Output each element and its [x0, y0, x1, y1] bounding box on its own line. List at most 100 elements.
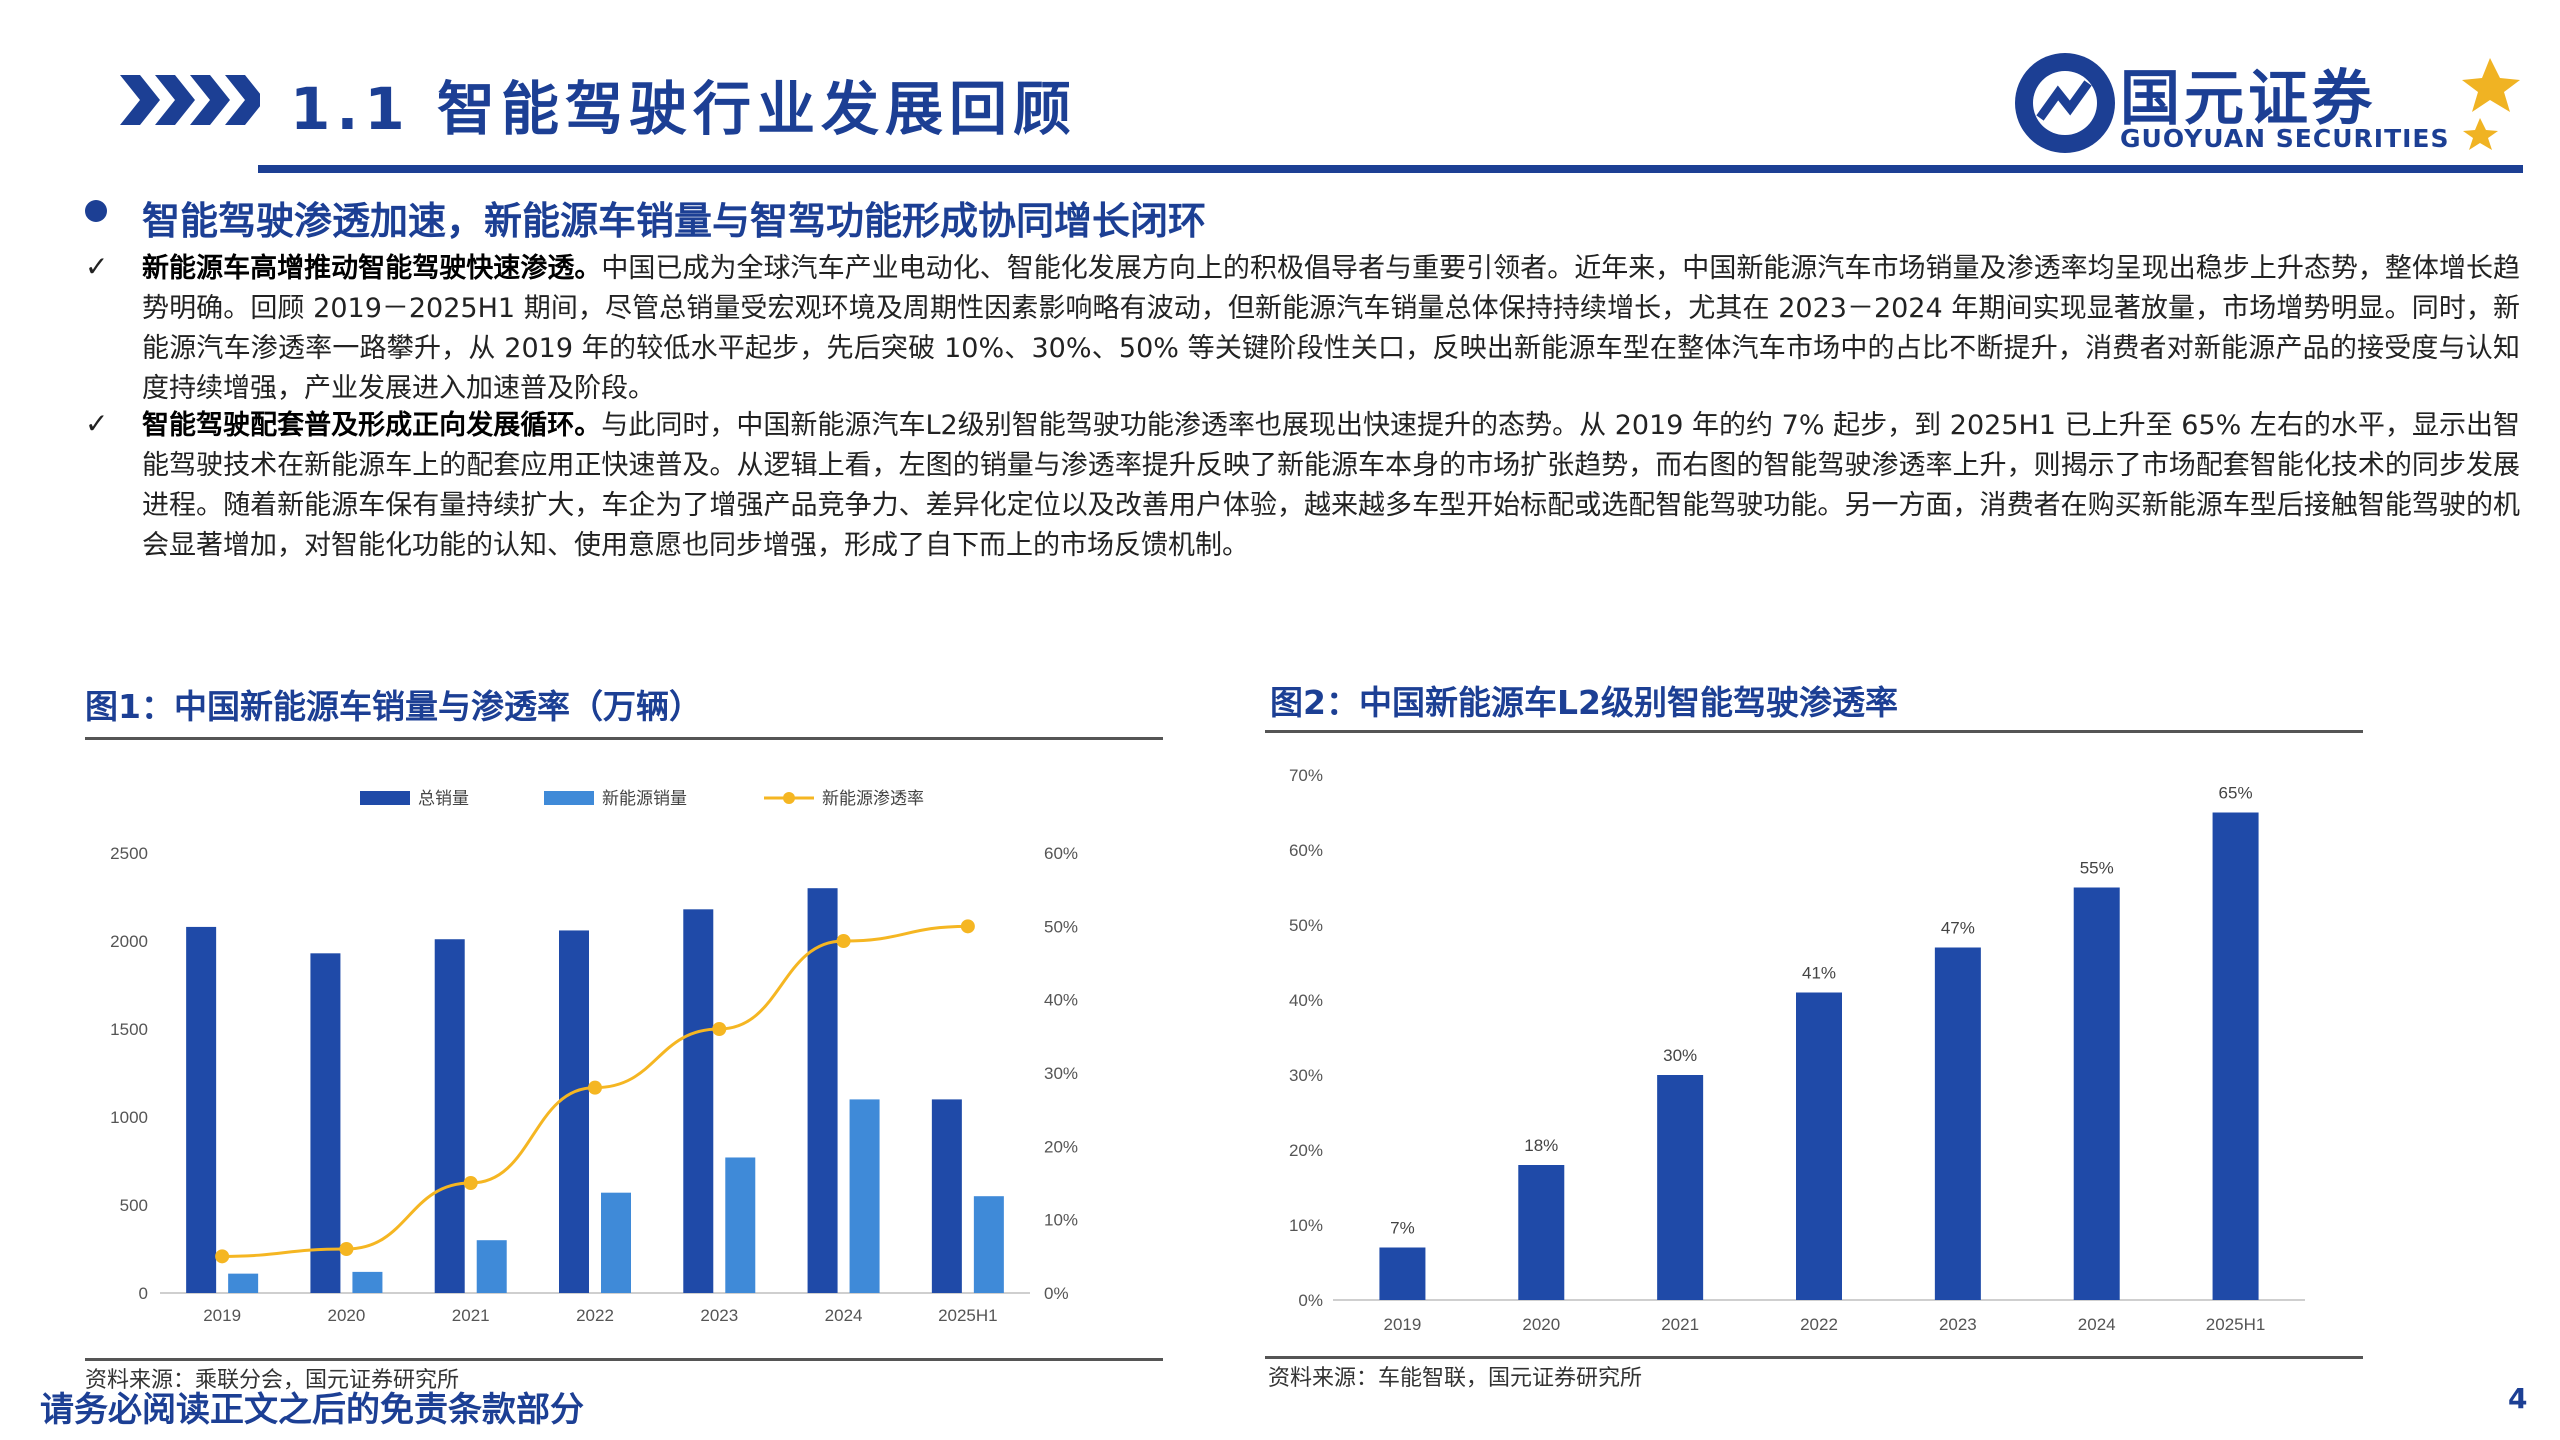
legend-swatch	[360, 791, 410, 805]
x-axis-tick-label: 2022	[1800, 1315, 1838, 1334]
page-number: 4	[2508, 1382, 2528, 1415]
figure-2-title: 图2：中国新能源车L2级别智能驾驶渗透率	[1270, 683, 1898, 722]
left-axis-tick-label: 2000	[110, 932, 148, 951]
point-nev-penetration	[588, 1080, 602, 1095]
data-label: 7%	[1390, 1219, 1415, 1238]
point-nev-penetration	[463, 1176, 478, 1190]
bar-l2-penetration	[1796, 992, 1842, 1300]
figure-2-bottom-rule	[1265, 1356, 2363, 1359]
x-axis-tick-label: 2019	[203, 1306, 241, 1325]
y-axis-tick-label: 70%	[1289, 766, 1323, 785]
bar-total-sales	[310, 953, 341, 1293]
paragraph-nev-growth: 新能源车高增推动智能驾驶快速渗透。中国已成为全球汽车产业电动化、智能化发展方向上…	[142, 249, 2520, 409]
y-axis-tick-label: 50%	[1289, 916, 1323, 935]
bullet-dot-icon	[85, 200, 107, 222]
left-axis-tick-label: 1500	[110, 1020, 148, 1039]
y-axis-tick-label: 0%	[1298, 1291, 1323, 1310]
data-label: 55%	[2080, 859, 2114, 878]
point-nev-penetration	[836, 934, 851, 948]
paragraph-adas-cycle: 智能驾驶配套普及形成正向发展循环。与此同时，中国新能源汽车L2级别智能驾驶功能渗…	[142, 406, 2520, 566]
bar-total-sales	[931, 1099, 962, 1293]
left-axis-tick-label: 0	[139, 1284, 148, 1303]
right-axis-tick-label: 0%	[1044, 1284, 1069, 1303]
bar-nev-sales	[228, 1273, 259, 1293]
x-axis-tick-label: 2025H1	[2206, 1315, 2266, 1334]
bar-l2-penetration	[1379, 1247, 1426, 1300]
left-axis-tick-label: 1000	[110, 1108, 148, 1127]
y-axis-tick-label: 30%	[1289, 1066, 1323, 1085]
check-icon: ✓	[85, 407, 109, 440]
bar-l2-penetration	[1657, 1075, 1704, 1300]
y-axis-tick-label: 60%	[1289, 841, 1323, 860]
bar-nev-sales	[352, 1271, 383, 1293]
x-axis-tick-label: 2021	[452, 1306, 490, 1325]
bar-l2-penetration	[1518, 1165, 1565, 1300]
legend-swatch	[544, 791, 594, 805]
right-axis-tick-label: 10%	[1044, 1211, 1078, 1230]
figure-1-top-rule	[85, 737, 1163, 740]
bar-nev-sales	[725, 1157, 756, 1293]
chart-l2-penetration: 0% 10% 20% 30% 40% 50% 60% 70% 7% 2019 18% 2020 30% 2…	[1289, 766, 2305, 1334]
guoyuan-logo-icon	[2015, 53, 2520, 153]
right-axis-tick-label: 50%	[1044, 917, 1078, 936]
x-axis-tick-label: 2020	[328, 1306, 366, 1325]
data-label: 65%	[2219, 784, 2253, 803]
right-axis-tick-label: 30%	[1044, 1064, 1078, 1083]
right-axis-tick-label: 60%	[1044, 844, 1078, 863]
y-axis-tick-label: 10%	[1289, 1216, 1323, 1235]
bar-l2-penetration	[1934, 947, 1981, 1300]
data-label: 30%	[1663, 1046, 1697, 1065]
bar-total-sales	[807, 888, 838, 1293]
x-axis-tick-label: 2020	[1522, 1315, 1560, 1334]
point-nev-penetration	[960, 919, 975, 934]
right-axis-tick-label: 40%	[1044, 991, 1078, 1010]
page-title: 1.1 智能驾驶行业发展回顾	[290, 75, 1077, 143]
data-label: 41%	[1802, 964, 1836, 983]
figure-1-source: 资料来源：乘联分会，国元证券研究所	[85, 1368, 460, 1393]
x-axis-tick-label: 2024	[2078, 1315, 2116, 1334]
legend-swatch	[783, 792, 795, 804]
paragraph-lead: 智能驾驶配套普及形成正向发展循环。	[142, 410, 602, 441]
bar-nev-sales	[601, 1192, 631, 1293]
x-axis-tick-label: 2024	[825, 1306, 863, 1325]
left-axis-tick-label: 2500	[110, 844, 148, 863]
chart-nev-sales-penetration: 0 500 1000 1500 2000 2500 0% 10% 20% 30% 40% 50% 60%…	[110, 789, 1078, 1325]
legend-label: 总销量	[418, 789, 469, 808]
x-axis-tick-label: 2021	[1661, 1315, 1699, 1334]
y-axis-tick-label: 20%	[1289, 1141, 1323, 1160]
figure-1-bottom-rule	[85, 1358, 1163, 1361]
bar-total-sales	[559, 930, 589, 1293]
figure-2-source: 资料来源：车能智联，国元证券研究所	[1268, 1366, 1643, 1391]
paragraph-body: 中国已成为全球汽车产业电动化、智能化发展方向上的积极倡导者与重要引领者。近年来，…	[142, 253, 2520, 404]
bar-l2-penetration	[2212, 812, 2259, 1300]
data-label: 18%	[1524, 1136, 1558, 1155]
disclaimer-footer: 请务必阅读正文之后的免责条款部分	[40, 1390, 584, 1430]
bar-nev-sales	[973, 1196, 1004, 1293]
logo-english-name: GUOYUAN SECURITIES	[2120, 124, 2450, 153]
point-nev-penetration	[712, 1022, 727, 1036]
figure-1-title: 图1：中国新能源车销量与渗透率（万辆）	[85, 687, 702, 726]
x-axis-tick-label: 2019	[1384, 1315, 1422, 1334]
bar-total-sales	[683, 909, 714, 1293]
y-axis-tick-label: 40%	[1289, 991, 1323, 1010]
bar-total-sales	[434, 939, 465, 1293]
x-axis-tick-label: 2022	[576, 1306, 614, 1325]
left-axis-tick-label: 500	[120, 1196, 148, 1215]
paragraph-body: 与此同时，中国新能源汽车L2级别智能驾驶功能渗透率也展现出快速提升的态势。从 2…	[142, 410, 2520, 561]
right-axis-tick-label: 20%	[1044, 1137, 1078, 1156]
legend-label: 新能源渗透率	[822, 789, 924, 808]
legend-label: 新能源销量	[602, 789, 687, 808]
chevron-arrows-icon	[120, 75, 260, 125]
paragraph-lead: 新能源车高增推动智能驾驶快速渗透。	[142, 253, 602, 284]
logo-name: 国元证券	[2120, 64, 2376, 134]
bar-l2-penetration	[2073, 887, 2120, 1300]
data-label: 47%	[1941, 919, 1975, 938]
bar-nev-sales	[476, 1240, 507, 1293]
headline: 智能驾驶渗透加速，新能源车销量与智驾功能形成协同增长闭环	[142, 199, 1207, 243]
point-nev-penetration	[215, 1249, 230, 1264]
title-divider	[258, 165, 2523, 173]
bar-total-sales	[186, 926, 217, 1293]
point-nev-penetration	[339, 1242, 354, 1256]
x-axis-tick-label: 2025H1	[938, 1306, 998, 1325]
bar-nev-sales	[849, 1099, 880, 1293]
